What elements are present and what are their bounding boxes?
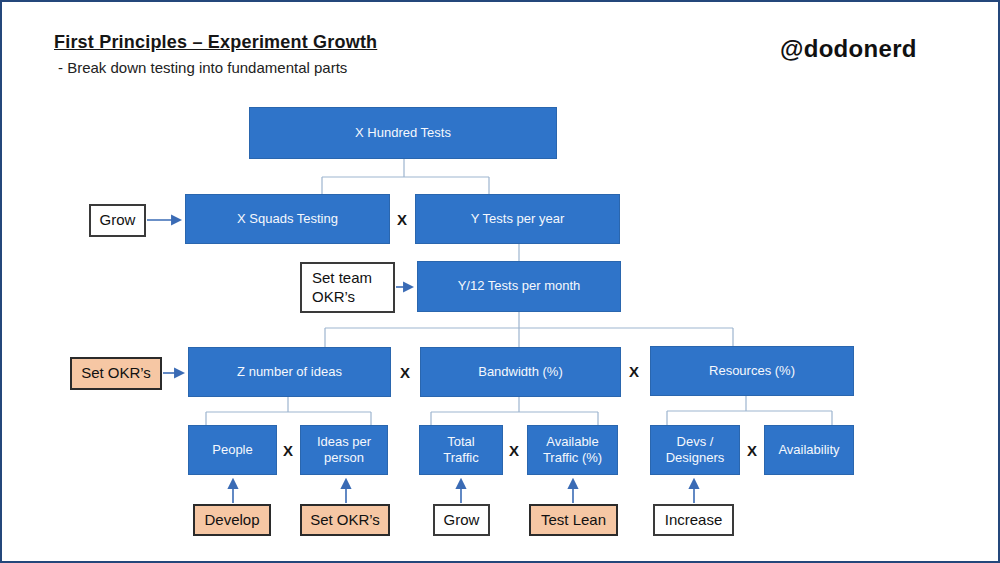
multiply-sign: X <box>283 442 293 459</box>
node-ideas-per-person: Ideas per person <box>300 425 388 475</box>
label-set-okrs-bottom: Set OKR’s <box>300 504 390 536</box>
multiply-sign: X <box>509 442 519 459</box>
multiply-sign: X <box>397 211 407 228</box>
slide-title: First Principles – Experiment Growth <box>54 32 377 53</box>
tree-connector-level3 <box>325 312 733 347</box>
node-total-traffic: Total Traffic <box>419 425 503 475</box>
node-y-tests-per-year: Y Tests per year <box>415 194 620 244</box>
author-handle: @dodonerd <box>780 35 917 63</box>
label-increase: Increase <box>653 504 734 536</box>
label-develop: Develop <box>193 504 271 536</box>
tree-connector-level1 <box>322 159 489 194</box>
node-resources: Resources (%) <box>650 346 854 396</box>
node-available-traffic: Available Traffic (%) <box>527 425 618 475</box>
label-set-team-okrs: Set team OKR’s <box>300 262 395 313</box>
tree-connector-resources-group <box>667 396 832 425</box>
label-set-okrs-left: Set OKR’s <box>70 357 162 390</box>
label-grow-left: Grow <box>89 204 146 237</box>
node-z-number-of-ideas: Z number of ideas <box>188 347 391 397</box>
multiply-sign: X <box>629 363 639 380</box>
node-bandwidth: Bandwidth (%) <box>420 347 621 397</box>
node-x-hundred-tests: X Hundred Tests <box>249 107 557 159</box>
node-availability: Availability <box>764 425 854 475</box>
node-y12-tests-per-month: Y/12 Tests per month <box>417 261 621 312</box>
node-people: People <box>188 425 277 475</box>
node-devs-designers: Devs / Designers <box>650 425 740 475</box>
tree-connector-ideas-group <box>206 397 371 425</box>
multiply-sign: X <box>747 442 757 459</box>
tree-connector-bandwidth-group <box>431 397 598 425</box>
label-test-lean: Test Lean <box>529 504 618 536</box>
multiply-sign: X <box>400 364 410 381</box>
label-grow-bottom: Grow <box>433 504 490 536</box>
slide-subtitle: - Break down testing into fundamental pa… <box>58 59 347 76</box>
slide: First Principles – Experiment Growth - B… <box>0 0 1000 563</box>
node-x-squads-testing: X Squads Testing <box>185 194 390 244</box>
